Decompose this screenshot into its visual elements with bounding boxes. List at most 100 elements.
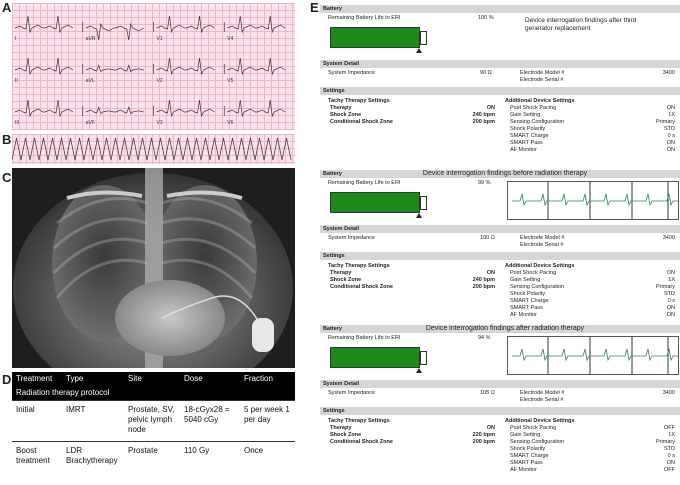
setting-value: STD <box>664 291 675 297</box>
impedance-label: System Impedance <box>328 70 376 76</box>
setting-value: 240 bpm <box>472 112 495 118</box>
lead-label: V1 <box>157 36 163 42</box>
ecg-trace <box>14 15 74 34</box>
lead-label: V6 <box>227 120 233 126</box>
tachy-title: Tachy Therapy Settings <box>328 418 390 424</box>
setting-value: 1X <box>668 112 675 118</box>
setting-value: ON <box>666 105 675 111</box>
battery-terminal <box>420 351 427 365</box>
setting-label: AF Monitor <box>510 467 537 473</box>
strip-trace <box>512 337 678 374</box>
section-header: Settings <box>320 87 680 95</box>
device-report: Battery Device interrogation findings aft… <box>320 323 680 479</box>
lead-label: V2 <box>157 78 163 84</box>
table-cell: Prostate <box>124 441 180 472</box>
electrode-serial-label: Electrode Serial # <box>520 242 564 248</box>
impedance-value: 100 Ω <box>480 235 495 241</box>
electrode-model-value: 3400 <box>662 235 675 241</box>
lead-label: aVR <box>86 36 96 42</box>
battery-value: 100 % <box>478 15 494 21</box>
electrode-model-label: Electrode Model # <box>520 70 565 76</box>
setting-value: 220 bpm <box>472 432 495 438</box>
setting-value: 0 s <box>667 453 675 459</box>
setting-label: Shock Zone <box>330 277 362 283</box>
ecg-trace <box>156 99 215 118</box>
setting-value: 1X <box>668 432 675 438</box>
setting-value: ON <box>486 105 495 111</box>
table-cell: IMRT <box>62 400 124 442</box>
setting-label: Shock Polarity <box>510 291 546 297</box>
section-header: Battery <box>320 5 680 13</box>
report-caption: Device interrogation findings after radi… <box>425 325 585 332</box>
setting-label: SMART Charge <box>510 453 549 459</box>
electrode-serial-label: Electrode Serial # <box>520 77 564 83</box>
battery-label: Remaining Battery Life to ERI <box>328 180 401 186</box>
battery-terminal <box>420 196 427 210</box>
setting-value: 200 bpm <box>472 119 495 125</box>
table-cell: LDR Brachytherapy <box>62 441 124 472</box>
panel-label: B <box>2 132 12 147</box>
battery-marker <box>416 213 422 218</box>
electrode-model-value: 3400 <box>662 390 675 396</box>
ecg-trace <box>85 64 144 73</box>
setting-label: Conditional Shock Zone <box>330 119 393 125</box>
setting-label: Shock Polarity <box>510 126 546 132</box>
battery-marker <box>416 48 422 53</box>
battery-marker <box>416 368 422 373</box>
ecg-trace <box>227 15 286 34</box>
table-cell: 5 per week 1 per day <box>240 400 295 442</box>
table-cell: Boost treatment <box>12 441 62 472</box>
setting-label: AF Monitor <box>510 312 537 318</box>
setting-label: SMART Pass <box>510 460 543 466</box>
setting-value: 240 bpm <box>472 277 495 283</box>
section-header: System Detail <box>320 225 680 233</box>
setting-value: ON <box>486 425 495 431</box>
setting-label: Post Shock Pacing <box>510 425 557 431</box>
setting-value: OFF <box>664 425 675 431</box>
lead-label: III <box>15 120 19 126</box>
setting-label: Therapy <box>330 425 352 431</box>
setting-value: 1X <box>668 277 675 283</box>
setting-label: Shock Polarity <box>510 446 546 452</box>
electrode-model-label: Electrode Model # <box>520 235 565 241</box>
lead-label: aVF <box>86 120 95 126</box>
table-cell: 18-cGyx28 = 5040 cGy <box>180 400 240 442</box>
ecg-trace <box>227 99 286 118</box>
battery-icon <box>330 347 420 368</box>
setting-value: ON <box>666 305 675 311</box>
battery-label: Remaining Battery Life to ERI <box>328 335 401 341</box>
setting-value: ON <box>666 460 675 466</box>
setting-value: Primary <box>656 284 675 290</box>
additional-title: Additional Device Settings <box>505 98 575 104</box>
section-header: Battery <box>320 170 680 178</box>
setting-value: 0 s <box>667 133 675 139</box>
table-header: Treatment <box>12 372 62 386</box>
tachy-title: Tachy Therapy Settings <box>328 263 390 269</box>
table-subheader: Radiation therapy protocol <box>12 386 295 401</box>
table-cell: Once <box>240 441 295 472</box>
rhythm-trace <box>12 137 292 161</box>
ecg-trace <box>85 22 144 41</box>
setting-value: STD <box>664 446 675 452</box>
panel-label: C <box>2 170 12 185</box>
section-header: Settings <box>320 252 680 260</box>
panel-label: D <box>2 372 12 387</box>
setting-label: Sensing Configuration <box>510 284 565 290</box>
setting-label: SMART Pass <box>510 140 543 146</box>
setting-value: STD <box>664 126 675 132</box>
report-caption: Device interrogation findings before rad… <box>422 170 588 177</box>
setting-label: AF Monitor <box>510 147 537 153</box>
setting-label: Therapy <box>330 105 352 111</box>
strip-trace <box>512 182 678 219</box>
tachy-title: Tachy Therapy Settings <box>328 98 390 104</box>
additional-title: Additional Device Settings <box>505 263 575 269</box>
ecg-strip <box>507 336 679 375</box>
ecg-trace <box>14 99 74 118</box>
table-cell: Prostate, SV, pelvic lymph node <box>124 400 180 442</box>
setting-label: Therapy <box>330 270 352 276</box>
setting-label: SMART Pass <box>510 305 543 311</box>
electrode-model-label: Electrode Model # <box>520 390 565 396</box>
table-cell: 110 Gy <box>180 441 240 472</box>
